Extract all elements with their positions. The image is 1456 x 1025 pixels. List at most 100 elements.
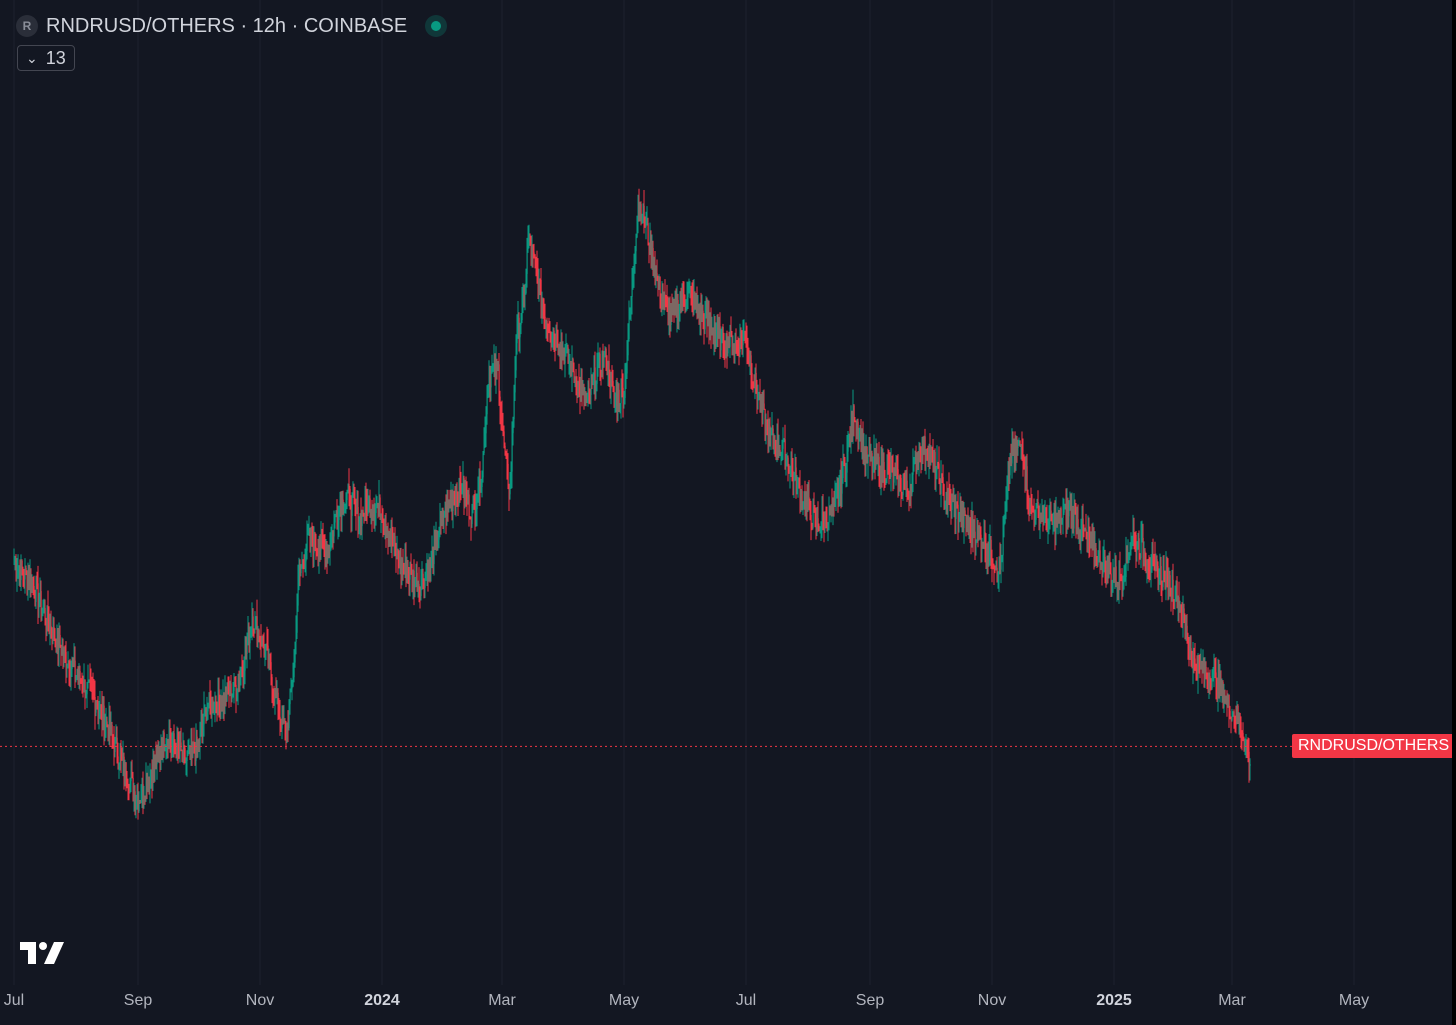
candle (70, 660, 72, 691)
candle (133, 782, 135, 812)
candle (971, 501, 973, 548)
candle (270, 652, 272, 686)
candle (1125, 536, 1127, 586)
candle (36, 571, 38, 590)
candle (1140, 521, 1142, 569)
candle (951, 493, 953, 519)
candle (219, 694, 221, 721)
candle (542, 297, 544, 319)
candle (462, 461, 464, 498)
candle (632, 265, 634, 290)
candle (517, 301, 519, 339)
candle (796, 474, 798, 495)
candle (1186, 614, 1188, 644)
candle (1175, 580, 1177, 602)
candle (1019, 440, 1021, 448)
candle (621, 369, 623, 398)
candle (662, 283, 664, 310)
candle (781, 439, 783, 462)
candle (842, 444, 844, 484)
candle (18, 565, 20, 586)
candle (866, 446, 868, 464)
candle (381, 505, 383, 524)
candle (642, 203, 644, 224)
candle (123, 752, 125, 790)
candle (548, 317, 550, 334)
candle (124, 759, 126, 787)
candle (1126, 545, 1128, 564)
candle (805, 491, 807, 520)
candle (822, 493, 824, 531)
candle (947, 487, 949, 518)
tradingview-logo-icon[interactable] (20, 940, 64, 966)
candle (597, 342, 599, 377)
candle (61, 637, 63, 656)
candle (1206, 672, 1208, 690)
candle (268, 648, 270, 671)
candle (979, 522, 981, 540)
candle (960, 496, 962, 528)
candle (583, 383, 585, 410)
candle (185, 757, 187, 776)
symbol-legend[interactable]: R RNDRUSD/OTHERS · 12h · COINBASE (16, 12, 448, 40)
candle (184, 745, 186, 764)
candle (324, 534, 326, 570)
candle (567, 344, 569, 364)
candle (536, 250, 538, 284)
candle (119, 743, 121, 771)
right-edge (1452, 0, 1456, 1025)
candle (50, 610, 52, 639)
indicators-toggle-button[interactable]: ⌄ 13 (17, 45, 75, 71)
x-tick-label: 2024 (364, 992, 400, 1009)
candle (1113, 567, 1115, 583)
candle (330, 526, 332, 551)
candle (1016, 436, 1018, 463)
candle (623, 390, 625, 409)
candle (245, 636, 247, 660)
candle (114, 736, 116, 758)
candle (891, 455, 893, 473)
candle (84, 679, 86, 710)
candle (843, 453, 845, 467)
candle (1163, 554, 1165, 583)
candle (770, 427, 772, 450)
candle (1037, 490, 1039, 519)
x-tick-label: Mar (488, 992, 516, 1009)
candle (977, 520, 979, 548)
candle (833, 490, 835, 517)
symbol-title[interactable]: RNDRUSD/OTHERS · 12h · COINBASE (46, 14, 408, 37)
candle (1002, 516, 1004, 572)
candle (987, 541, 989, 575)
candle (858, 427, 860, 450)
candle (730, 316, 732, 338)
candle (104, 713, 106, 742)
candle (1080, 518, 1082, 554)
candle (892, 454, 894, 492)
candle (378, 479, 380, 517)
candle (22, 566, 24, 587)
candle (728, 331, 730, 349)
candle (45, 617, 47, 642)
candle (346, 489, 348, 510)
candle (628, 300, 630, 342)
candle (376, 496, 378, 509)
candle (992, 558, 994, 570)
candle (1061, 517, 1063, 525)
candle (108, 702, 110, 745)
candle (1142, 523, 1144, 570)
candle (511, 421, 513, 489)
candle (924, 428, 926, 471)
candle (363, 512, 365, 524)
candle (1093, 527, 1095, 570)
candle (1115, 555, 1117, 588)
candle (562, 341, 564, 361)
candle (1111, 579, 1113, 597)
candle (199, 721, 201, 760)
candle (942, 464, 944, 496)
candle (1138, 530, 1140, 565)
candle (963, 502, 965, 544)
candle (163, 729, 165, 758)
candle (616, 377, 618, 423)
